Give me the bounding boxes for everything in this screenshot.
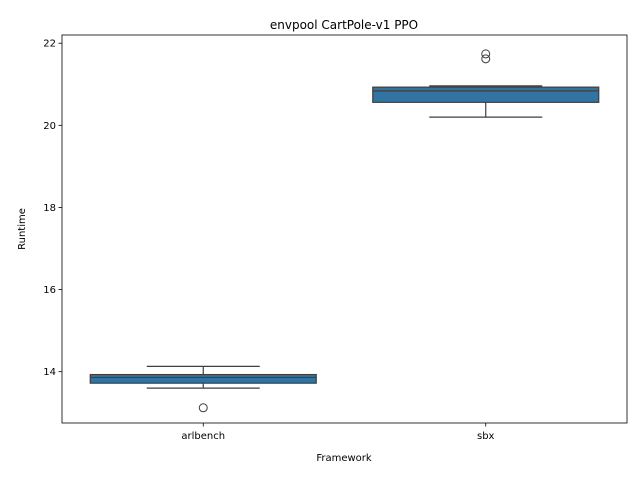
x-tick-label: arlbench (181, 431, 225, 442)
y-tick-label: 16 (43, 285, 56, 296)
iqr-box (372, 86, 600, 103)
y-tick-label: 18 (43, 203, 56, 214)
iqr-box (89, 373, 317, 384)
y-tick-label: 14 (43, 367, 56, 378)
outlier-point (198, 403, 208, 413)
x-tick-label: sbx (477, 431, 495, 442)
outlier-point (481, 49, 491, 59)
plot-area (89, 49, 600, 413)
plot-frame (61, 34, 628, 424)
box-group-arlbench (89, 365, 317, 413)
chart-title: envpool CartPole-v1 PPO (270, 18, 418, 32)
y-axis-title: Runtime (17, 208, 28, 250)
outlier-point (481, 54, 491, 64)
y-tick-label: 22 (43, 39, 56, 50)
box-group-sbx (372, 49, 600, 118)
y-axis: 14 16 18 20 22 (43, 39, 62, 378)
y-tick-label: 20 (43, 121, 56, 132)
x-axis: arlbench sbx (181, 423, 495, 442)
x-axis-title: Framework (316, 453, 372, 464)
